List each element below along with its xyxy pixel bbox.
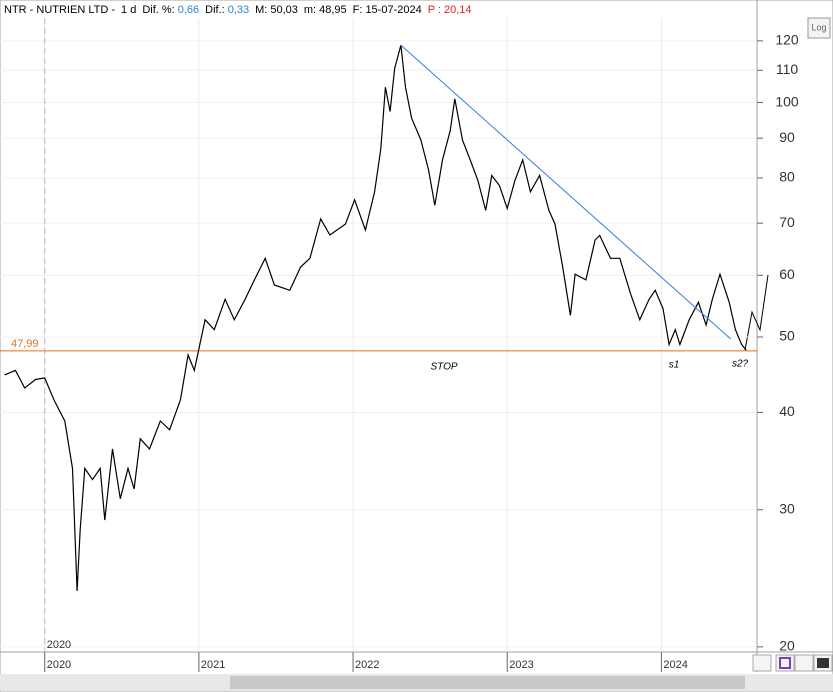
field-label: M: [255,4,267,16]
grid-glyph [817,658,829,668]
annotation: STOP [430,362,457,373]
scroll-thumb[interactable] [230,676,745,689]
y-tick-label: 120 [775,32,799,48]
trend-line [400,44,732,340]
symbol: NTR - NUTRIEN LTD - [4,4,115,16]
field-value: 20,14 [444,4,472,16]
marker-label: 2020 [47,639,71,651]
field-label: m: [304,4,316,16]
x-tick-label: 2021 [201,659,225,671]
y-tick-label: 70 [779,214,795,230]
log-button[interactable] [807,17,831,39]
projection-sketch [744,274,769,351]
log-button-label[interactable]: Log [811,22,826,32]
field-value: 50,03 [270,4,298,16]
stop-label: 47,99 [11,338,39,350]
y-tick-label: 40 [779,403,795,419]
header: NTR - NUTRIEN LTD - 1 d Dif. %: 0,66 Dif.: 0,… [4,4,472,16]
x-tick-label: 2020 [47,659,71,671]
tool-icon[interactable] [752,654,772,672]
field-value: 15-07-2024 [365,4,421,16]
field-label: Dif. %: [142,4,174,16]
x-tick-label: 2024 [663,659,687,671]
y-tick-label: 30 [779,500,795,516]
field-label: Dif.: [205,4,225,16]
field-value: 0,33 [228,4,249,16]
period: 1 d [121,4,136,16]
save-glyph [779,657,791,669]
field-label: F: [353,4,363,16]
y-tick-label: 50 [779,328,795,344]
field-value: 48,95 [319,4,347,16]
y-tick-label: 110 [776,61,799,77]
x-tick-label: 2022 [355,659,379,671]
annotation: s1 [669,360,680,371]
y-tick-label: 90 [779,129,795,145]
x-tick-label: 2023 [509,659,533,671]
annotation: s2? [732,359,749,370]
pin-icon[interactable] [794,654,814,672]
field-label: P : [428,4,441,16]
field-value: 0,66 [178,4,199,16]
y-tick-label: 100 [775,93,799,109]
y-tick-label: 20 [779,638,795,654]
y-tick-label: 80 [779,169,795,185]
y-tick-label: 60 [779,266,795,282]
